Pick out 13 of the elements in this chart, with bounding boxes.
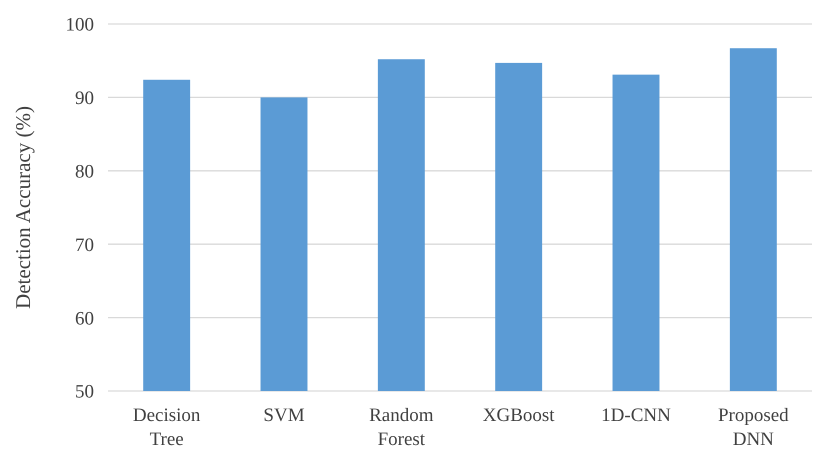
- y-tick-label: 50: [75, 382, 94, 403]
- y-tick-label: 60: [75, 308, 94, 330]
- x-tick-label: SVM: [263, 405, 305, 426]
- y-tick-label: 100: [66, 14, 94, 36]
- y-tick-label: 70: [75, 234, 94, 256]
- x-tick-label: XGBoost: [482, 405, 556, 426]
- y-tick-label: 90: [75, 88, 94, 110]
- y-tick-label: 80: [75, 161, 94, 182]
- x-tick-label: Random Forest: [369, 405, 434, 450]
- y-axis-title: Detection Accuracy (%): [11, 106, 35, 309]
- x-tick-label: Proposed DNN: [718, 405, 790, 450]
- x-tick-label: 1D-CNN: [601, 405, 672, 426]
- x-tick-label: Decision Tree: [132, 405, 201, 450]
